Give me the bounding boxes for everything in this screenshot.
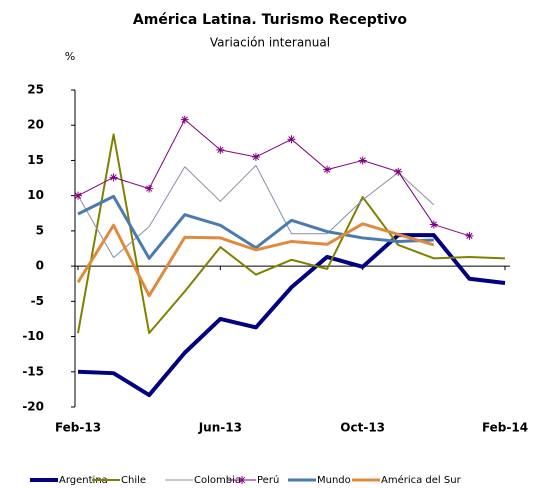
legend-label: Argentina (59, 475, 108, 486)
point-marker (109, 173, 118, 182)
point-marker (251, 152, 260, 161)
y-tick-label: -20 (22, 400, 44, 414)
x-tick-label: Oct-13 (340, 421, 385, 435)
y-tick-label: 10 (27, 188, 44, 202)
series-line (77, 164, 435, 259)
legend-label: Perú (257, 474, 279, 486)
point-marker (216, 145, 225, 154)
x-tick-label: Jun-13 (198, 421, 242, 435)
point-marker (394, 167, 403, 176)
y-tick-label: -15 (22, 364, 44, 378)
x-tick-label: Feb-13 (55, 421, 101, 435)
series-line (76, 222, 435, 298)
y-tick-label: 15 (27, 153, 44, 167)
point-marker (180, 115, 189, 124)
y-tick-label: 25 (27, 83, 44, 97)
chart-subtitle: Variación interanual (210, 36, 330, 50)
point-marker (74, 191, 82, 200)
y-tick-label: 5 (36, 223, 44, 237)
y-tick-label: 20 (27, 118, 44, 132)
point-marker (145, 184, 154, 193)
legend-marker (238, 476, 246, 484)
series-line (77, 119, 470, 237)
y-tick-label: 0 (36, 259, 44, 273)
y-tick-label: -10 (22, 329, 44, 343)
y-unit: % (65, 50, 75, 63)
series-line (77, 194, 434, 260)
point-marker (429, 220, 438, 229)
point-marker (358, 156, 367, 165)
legend-label: Colombia (194, 475, 241, 486)
legend-label: Chile (121, 475, 146, 486)
chart-title: América Latina. Turismo Receptivo (133, 12, 408, 28)
series-line (77, 233, 506, 398)
legend-label: América del Sur (381, 474, 462, 486)
point-marker (465, 231, 474, 240)
point-marker (323, 165, 332, 174)
point-marker (287, 135, 296, 144)
series-line (77, 133, 506, 335)
legend-label: Mundo (317, 475, 351, 486)
x-tick-label: Feb-14 (482, 421, 528, 435)
y-tick-label: -5 (31, 294, 44, 308)
